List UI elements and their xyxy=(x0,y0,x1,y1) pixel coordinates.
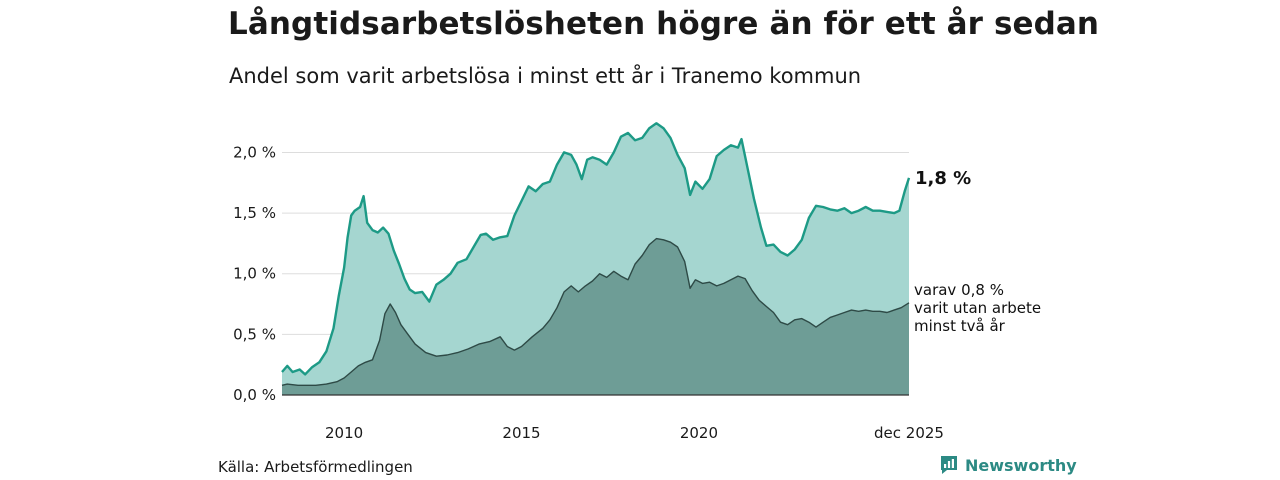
x-tick-label: 2010 xyxy=(325,424,363,442)
two-year-unemployment-line xyxy=(281,237,910,386)
x-tick-label: 2015 xyxy=(502,424,540,442)
y-tick-label: 2,0 % xyxy=(233,143,276,161)
brand-name: Newsworthy xyxy=(965,455,1077,475)
source-note: Källa: Arbetsförmedlingen xyxy=(218,458,413,476)
x-tick-label: dec 2025 xyxy=(874,424,944,442)
chart-title: Långtidsarbetslösheten högre än för ett … xyxy=(228,6,1100,42)
newsworthy-logo-icon xyxy=(941,456,957,474)
end-label-sub-line: minst två år xyxy=(914,317,1006,335)
brand-logo: Newsworthy xyxy=(939,455,1077,475)
end-label-sub-line: varit utan arbete xyxy=(914,299,1041,317)
long-term-unemployment-line xyxy=(281,122,911,376)
y-tick-label: 1,5 % xyxy=(233,204,276,222)
chart-areas xyxy=(281,122,911,396)
axes: 0,0 % 0,5 % 1,0 % 1,5 % 2,0 % 2010 2015 2020 dec… xyxy=(233,143,944,442)
x-tick-label: 2020 xyxy=(680,424,718,442)
two-year-unemployment-area xyxy=(282,238,909,395)
end-label-sub-line: varav 0,8 % xyxy=(914,281,1004,299)
y-tick-label: 0,0 % xyxy=(233,386,276,404)
end-label-main: 1,8 % xyxy=(915,168,971,189)
y-tick-label: 1,0 % xyxy=(233,265,276,283)
chart-subtitle: Andel som varit arbetslösa i minst ett å… xyxy=(229,64,862,88)
y-tick-label: 0,5 % xyxy=(233,325,276,343)
